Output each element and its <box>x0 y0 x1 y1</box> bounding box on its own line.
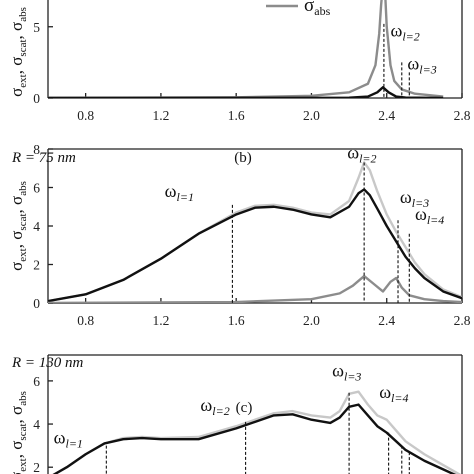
x-tick-label: 2.0 <box>303 108 320 123</box>
series-line-2 <box>48 188 462 303</box>
panel-2: 0.8 1.2 1.6 2.0 2.4 2.8 0 2 4 6 8 σext, σscat, σabs… <box>7 142 471 328</box>
x-tick-label: 2.8 <box>454 313 471 328</box>
resonance-label: ωl=2 <box>200 395 229 418</box>
x-tick-label: 1.2 <box>152 313 169 328</box>
radius-label: R = 75 nm <box>11 150 76 166</box>
x-tick-label: 1.6 <box>228 313 245 328</box>
series-line-3 <box>48 274 462 303</box>
panel-3: 2 4 6 σext, σscat, σabs ωl=1 ωl=2 ωl=3 ωl=4 (c) R… <box>7 354 463 474</box>
resonance-label: ωl=1 <box>54 427 83 450</box>
resonance-label: ωl=3 <box>407 54 436 77</box>
radius-label: R = 130 nm <box>11 355 84 371</box>
y-tick-label: 2 <box>33 258 40 273</box>
y-tick-label: 6 <box>33 374 40 389</box>
panel-label: (b) <box>234 150 252 166</box>
y-axis-label: σext, σscat, σabs <box>7 391 29 474</box>
y-tick-label: 0 <box>33 91 40 106</box>
resonance-label: ωl=1 <box>165 181 194 204</box>
panel-1: 0.8 1.2 1.6 2.0 2.4 2.8 0 5 σext, σscat, σabs ωl=… <box>7 0 471 123</box>
resonance-label: ωl=2 <box>390 21 419 44</box>
x-tick-label: 2.8 <box>454 108 471 123</box>
y-axis-label: σext, σscat, σabs <box>7 181 29 271</box>
series-line-2 <box>52 403 457 474</box>
resonance-label: ωl=4 <box>415 204 444 227</box>
y-tick-label: 4 <box>33 417 40 432</box>
y-tick-label: 5 <box>33 20 40 35</box>
y-tick-label: 6 <box>33 181 40 196</box>
resonance-label: ωl=3 <box>332 361 361 384</box>
resonance-label: ωl=3 <box>400 187 429 210</box>
panel-label: (c) <box>236 400 253 416</box>
x-tick-label: 1.2 <box>152 108 169 123</box>
x-tick-label: 2.4 <box>378 108 395 123</box>
legend: σabs <box>266 0 331 18</box>
x-tick-label: 2.4 <box>378 313 395 328</box>
series-line-1 <box>48 161 462 303</box>
y-tick-label: 8 <box>33 142 40 157</box>
y-tick-label: 2 <box>33 460 40 474</box>
legend-label-abs: σabs <box>304 0 331 18</box>
y-tick-label: 0 <box>33 296 40 311</box>
series-line-1 <box>48 0 444 98</box>
x-tick-label: 0.8 <box>77 313 94 328</box>
resonance-label: ωl=2 <box>347 143 376 166</box>
x-tick-label: 2.0 <box>303 313 320 328</box>
series-line-2 <box>48 86 444 98</box>
resonance-label: ωl=4 <box>379 382 408 405</box>
y-axis-label: σext, σscat, σabs <box>7 7 29 97</box>
y-tick-label: 4 <box>33 219 40 234</box>
x-tick-label: 0.8 <box>77 108 94 123</box>
x-tick-label: 1.6 <box>228 108 245 123</box>
